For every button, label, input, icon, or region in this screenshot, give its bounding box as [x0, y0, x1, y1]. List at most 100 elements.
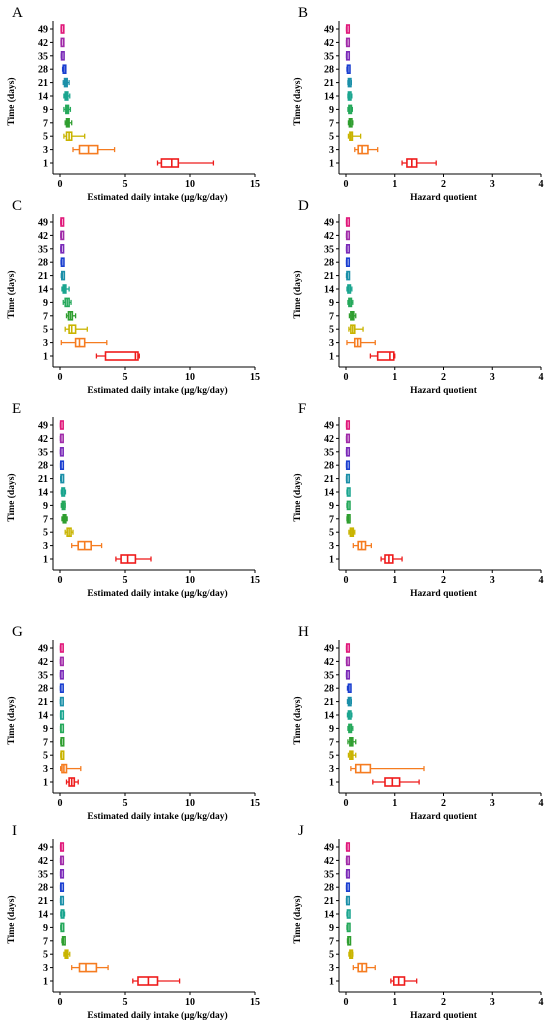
x-tick-label: 4 [539, 997, 544, 1008]
box-day-28 [346, 683, 352, 694]
y-tick-label: 1 [43, 778, 48, 789]
box-day-28 [59, 683, 64, 694]
box-day-9 [60, 922, 65, 933]
box-day-14 [60, 487, 67, 497]
box-day-14 [60, 909, 66, 919]
y-tick-label: 28 [324, 461, 334, 472]
y-tick-label: 49 [38, 421, 48, 432]
y-tick-label: 3 [329, 338, 334, 349]
y-tick-label: 9 [329, 724, 334, 735]
y-tick-label: 35 [324, 447, 334, 458]
y-tick-label: 21 [324, 474, 334, 485]
y-tick-label: 5 [329, 325, 334, 336]
x-tick-label: 4 [539, 798, 544, 809]
box-day-5 [347, 131, 362, 141]
y-tick-label: 5 [329, 950, 334, 961]
box-day-49 [345, 420, 351, 430]
box-day-35 [60, 244, 65, 254]
box-day-42 [345, 37, 351, 48]
x-tick-label: 0 [344, 179, 349, 190]
y-tick-label: 7 [43, 514, 48, 525]
y-tick-label: 3 [43, 963, 48, 974]
x-tick-label: 5 [123, 575, 128, 586]
box-day-3 [354, 144, 379, 155]
y-tick-label: 14 [38, 711, 48, 722]
x-tick-label: 0 [344, 575, 349, 586]
y-tick-label: 9 [329, 923, 334, 934]
box-day-21 [60, 270, 66, 281]
y-tick-label: 3 [329, 963, 334, 974]
x-tick-label: 5 [123, 798, 128, 809]
box-day-14 [63, 91, 71, 101]
x-tick-label: 10 [185, 997, 195, 1008]
box-day-49 [345, 842, 351, 852]
y-tick-label: 49 [324, 843, 334, 854]
y-axis-title: Time (days) [292, 270, 303, 318]
box-day-1 [380, 554, 403, 564]
y-tick-label: 21 [324, 697, 334, 708]
y-tick-label: 42 [38, 231, 48, 242]
y-tick-label: 21 [38, 474, 48, 485]
x-tick-label: 1 [392, 798, 397, 809]
y-tick-label: 5 [43, 132, 48, 143]
y-tick-label: 7 [43, 311, 48, 322]
box-day-28 [59, 460, 65, 471]
y-tick-label: 42 [324, 434, 334, 445]
box-day-9 [347, 297, 354, 308]
y-tick-label: 9 [43, 923, 48, 934]
y-tick-label: 42 [38, 657, 48, 668]
y-tick-label: 7 [43, 737, 48, 748]
box-day-35 [60, 50, 65, 61]
box-day-7 [346, 513, 351, 524]
box-day-21 [345, 270, 351, 281]
box-day-49 [345, 24, 351, 34]
box-day-1 [156, 158, 215, 168]
panel-letter: B [298, 5, 308, 21]
y-tick-label: 9 [329, 298, 334, 309]
y-tick-label: 1 [329, 555, 334, 566]
box-day-3 [60, 763, 82, 774]
y-tick-label: 42 [324, 38, 334, 49]
y-tick-label: 9 [43, 501, 48, 512]
y-tick-label: 28 [38, 258, 48, 269]
box-day-21 [59, 895, 65, 906]
y-axis-title: Time (days) [6, 270, 17, 318]
box-day-7 [61, 935, 66, 946]
x-tick-label: 4 [539, 372, 544, 383]
box-day-35 [59, 868, 65, 879]
y-axis-title: Time (days) [292, 895, 303, 943]
x-tick-label: 2 [441, 372, 446, 383]
box-day-42 [345, 656, 351, 667]
box-day-28 [346, 64, 351, 74]
y-tick-label: 1 [329, 352, 334, 363]
box-day-42 [59, 855, 65, 866]
box-day-49 [59, 842, 65, 852]
y-tick-label: 1 [43, 159, 48, 170]
box-day-9 [346, 500, 351, 511]
y-tick-label: 7 [43, 936, 48, 947]
y-tick-label: 7 [329, 118, 334, 129]
y-tick-label: 49 [38, 644, 48, 655]
y-tick-label: 5 [329, 132, 334, 143]
box-day-42 [59, 433, 64, 444]
x-tick-label: 10 [185, 798, 195, 809]
y-tick-label: 1 [329, 977, 334, 988]
box-day-1 [390, 976, 418, 986]
box-day-35 [345, 669, 351, 680]
y-tick-label: 35 [38, 670, 48, 681]
box-day-28 [59, 882, 65, 893]
box-day-1 [95, 351, 140, 361]
box-day-5 [63, 949, 71, 960]
iqr-box [357, 144, 369, 155]
box-day-21 [62, 77, 70, 88]
y-axis-title: Time (days) [292, 696, 303, 744]
y-tick-label: 42 [38, 434, 48, 445]
x-tick-label: 0 [58, 179, 63, 190]
y-tick-label: 28 [38, 65, 48, 76]
x-axis-title: Hazard quotient [410, 1011, 478, 1021]
x-tick-label: 0 [58, 575, 63, 586]
box-day-14 [59, 710, 65, 720]
